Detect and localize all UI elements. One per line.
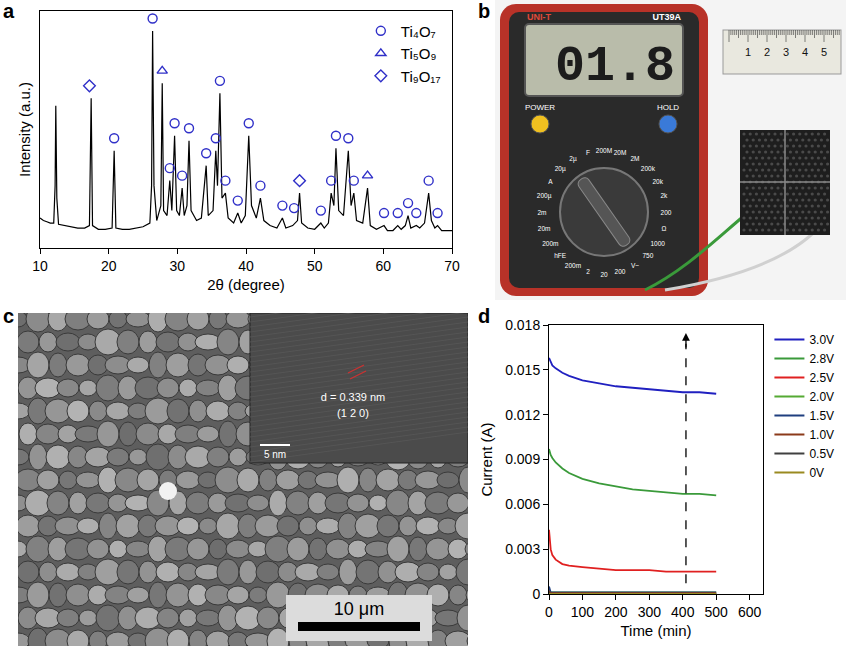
svg-text:20k: 20k	[652, 178, 663, 185]
svg-text:70: 70	[444, 258, 460, 274]
svg-text:20: 20	[101, 258, 117, 274]
svg-text:hFE: hFE	[554, 252, 567, 259]
svg-text:400: 400	[671, 604, 695, 620]
html-text:c: c	[3, 305, 15, 327]
svg-text:5 nm: 5 nm	[264, 449, 286, 460]
svg-text:A: A	[548, 178, 553, 185]
svg-text:Intensity (a.u.): Intensity (a.u.)	[16, 82, 33, 177]
svg-text:0V: 0V	[809, 466, 824, 480]
svg-text:0.5V: 0.5V	[809, 447, 834, 461]
svg-text:Ti₅O₉: Ti₅O₉	[401, 45, 437, 62]
svg-text:Current (A): Current (A)	[478, 422, 495, 496]
svg-text:4: 4	[802, 46, 808, 58]
svg-text:Ω: Ω	[661, 225, 666, 232]
svg-text:0.015: 0.015	[505, 362, 540, 378]
svg-text:750: 750	[642, 252, 653, 259]
svg-text:200k: 200k	[641, 165, 656, 172]
svg-text:F: F	[586, 149, 590, 156]
svg-text:1: 1	[745, 46, 751, 58]
svg-text:Time (min): Time (min)	[620, 622, 691, 639]
svg-text:(1 2 0): (1 2 0)	[337, 407, 369, 419]
svg-text:0.018: 0.018	[505, 317, 540, 333]
svg-text:2.5V: 2.5V	[809, 371, 834, 385]
svg-text:60: 60	[376, 258, 392, 274]
svg-text:POWER: POWER	[525, 103, 555, 112]
svg-text:5: 5	[821, 46, 827, 58]
svg-text:20µ: 20µ	[555, 165, 566, 173]
svg-text:2m: 2m	[537, 209, 546, 216]
svg-text:1.5V: 1.5V	[809, 409, 834, 423]
svg-text:200m: 200m	[542, 240, 558, 247]
svg-text:01.8: 01.8	[555, 38, 675, 95]
svg-text:20: 20	[600, 271, 608, 278]
svg-text:3.0V: 3.0V	[809, 333, 834, 347]
svg-text:300: 300	[638, 604, 662, 620]
svg-text:2M: 2M	[630, 155, 639, 162]
svg-text:2.8V: 2.8V	[809, 352, 834, 366]
svg-text:2: 2	[764, 46, 770, 58]
svg-text:0.012: 0.012	[505, 407, 540, 423]
svg-text:10 μm: 10 μm	[334, 599, 384, 619]
svg-text:V~: V~	[631, 262, 639, 269]
svg-text:0: 0	[532, 586, 540, 602]
html-text:a: a	[3, 0, 15, 22]
svg-text:200m: 200m	[565, 262, 581, 269]
html-text:b: b	[478, 0, 491, 22]
svg-text:UT39A: UT39A	[652, 12, 681, 22]
svg-text:2k: 2k	[660, 192, 668, 199]
svg-text:0.009: 0.009	[505, 451, 540, 467]
svg-text:200: 200	[615, 268, 626, 275]
svg-text:10: 10	[32, 258, 48, 274]
svg-text:20m: 20m	[538, 225, 551, 232]
svg-text:1.0V: 1.0V	[809, 428, 834, 442]
svg-text:200: 200	[661, 209, 672, 216]
svg-text:Ti₉O₁₇: Ti₉O₁₇	[401, 68, 441, 85]
svg-text:Ti₄O₇: Ti₄O₇	[401, 23, 436, 40]
svg-text:50: 50	[307, 258, 323, 274]
svg-text:0.003: 0.003	[505, 541, 540, 557]
svg-text:600: 600	[738, 604, 762, 620]
svg-text:2: 2	[586, 268, 590, 275]
svg-text:3: 3	[783, 46, 789, 58]
svg-text:40: 40	[238, 258, 254, 274]
svg-text:2.0V: 2.0V	[809, 390, 834, 404]
svg-text:0: 0	[545, 604, 553, 620]
svg-text:2θ (degree): 2θ (degree)	[207, 276, 285, 293]
svg-text:1000: 1000	[650, 240, 665, 247]
svg-text:500: 500	[705, 604, 729, 620]
svg-text:200M: 200M	[596, 147, 612, 154]
svg-text:HOLD: HOLD	[657, 103, 679, 112]
svg-text:200: 200	[604, 604, 628, 620]
svg-text:30: 30	[170, 258, 186, 274]
svg-text:UNI-T: UNI-T	[527, 12, 551, 22]
svg-text:0.006: 0.006	[505, 496, 540, 512]
svg-text:20M: 20M	[614, 149, 627, 156]
svg-text:2µ: 2µ	[569, 155, 577, 163]
svg-text:100: 100	[571, 604, 595, 620]
svg-text:200µ: 200µ	[537, 192, 552, 200]
svg-text:d = 0.339 nm: d = 0.339 nm	[321, 391, 386, 403]
html-text:d: d	[478, 305, 491, 327]
